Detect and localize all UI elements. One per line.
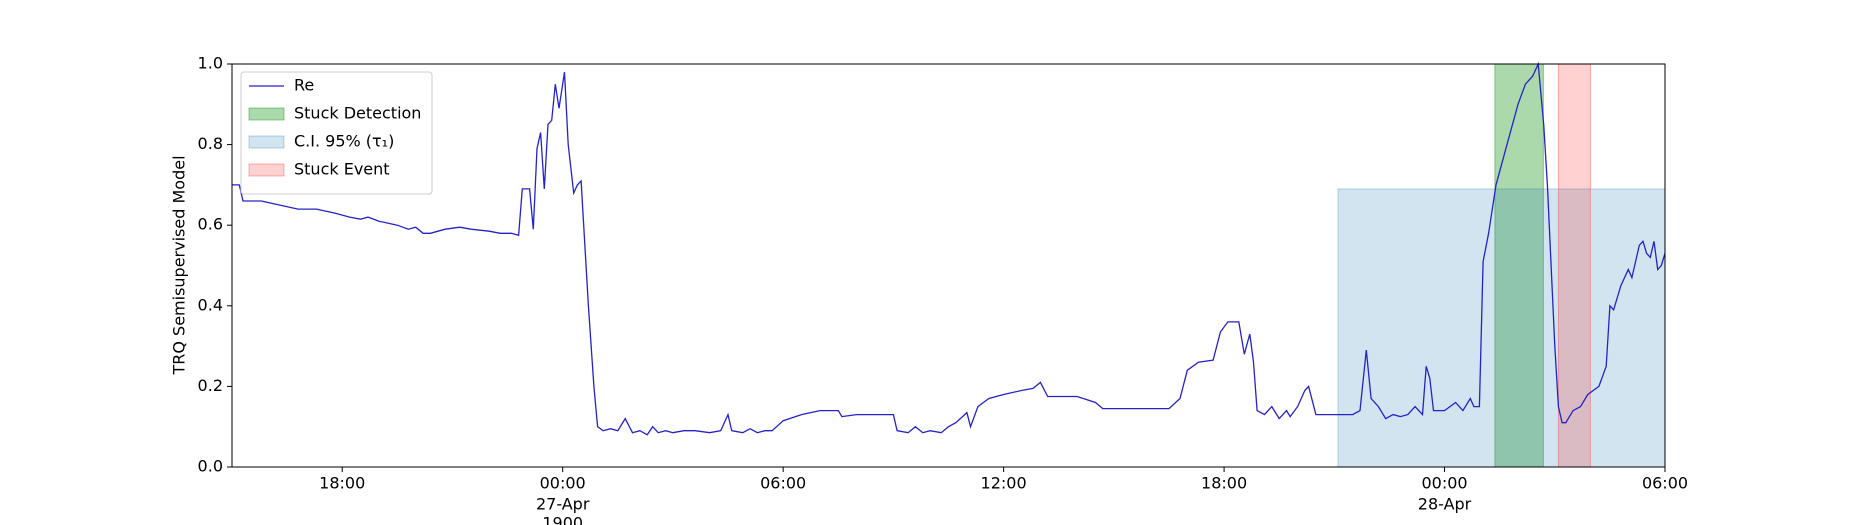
- x-tick-label: 06:00: [1642, 474, 1688, 493]
- plot-frame: [231, 63, 1666, 468]
- span: [1337, 188, 1666, 468]
- y-tick-label: 0.6: [198, 215, 223, 234]
- x-tick-label: 06:00: [760, 474, 806, 493]
- span: [1557, 63, 1591, 468]
- y-tick-label: 1.0: [198, 54, 223, 73]
- legend-swatch: [248, 163, 285, 177]
- y-axis-label: TRQ Semisupervised Model: [170, 155, 189, 375]
- legend-label: Stuck Detection: [294, 104, 421, 123]
- x-tick-label: 18:00: [1201, 474, 1247, 493]
- x-date-label: 27-Apr: [536, 495, 590, 514]
- y-tick-label: 0.0: [198, 457, 223, 476]
- x-date-label: 1900: [542, 514, 583, 525]
- legend-label: C.I. 95% (τ₁): [294, 132, 394, 151]
- legend-label: Stuck Event: [294, 160, 390, 179]
- data-line: [232, 61, 1666, 436]
- x-tick-label: 12:00: [981, 474, 1027, 493]
- span: [1494, 63, 1544, 468]
- legend-swatch: [248, 135, 285, 149]
- legend-label: Re: [294, 76, 314, 95]
- y-tick-label: 0.8: [198, 134, 223, 153]
- legend-swatch: [248, 107, 285, 121]
- y-tick-label: 0.4: [198, 295, 223, 314]
- x-tick-label: 00:00: [540, 474, 586, 493]
- y-tick-label: 0.2: [198, 376, 223, 395]
- x-date-label: 28-Apr: [1418, 495, 1472, 514]
- x-tick-label: 18:00: [319, 474, 365, 493]
- x-tick-label: 00:00: [1421, 474, 1467, 493]
- legend-box: [240, 71, 433, 195]
